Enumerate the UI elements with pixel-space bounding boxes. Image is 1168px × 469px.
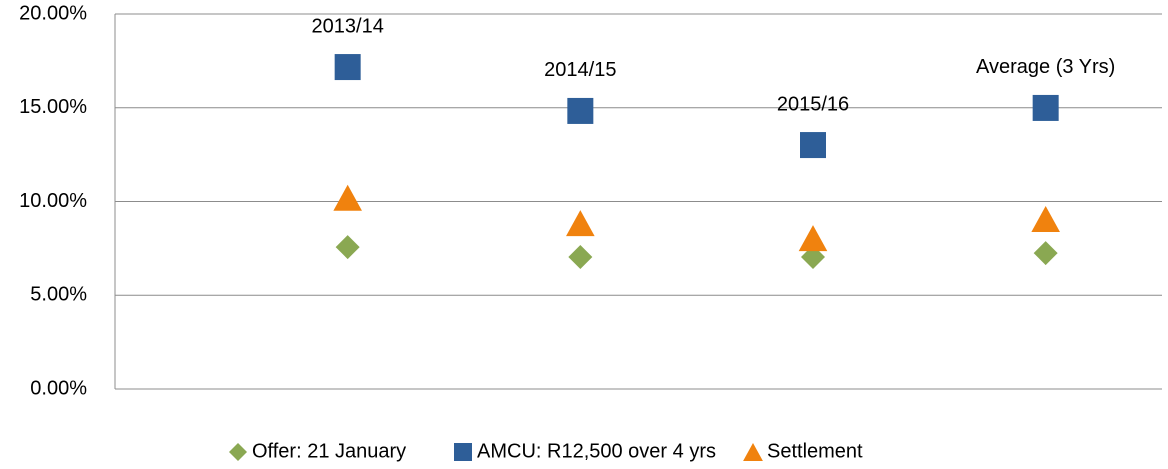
category-label: Average (3 Yrs) (976, 56, 1115, 78)
square-marker (800, 132, 826, 159)
triangle-marker (566, 210, 595, 237)
y-tick-label: 20.00% (19, 2, 87, 24)
category-label: 2013/14 (312, 15, 384, 37)
triangle-marker (333, 184, 362, 211)
legend-marker (454, 443, 472, 461)
legend-label: Offer: 21 January (252, 440, 406, 462)
triangle-marker (798, 225, 828, 252)
y-tick-label: 0.00% (30, 377, 87, 399)
legend-marker (229, 443, 247, 461)
square-marker (1032, 94, 1059, 121)
triangle-marker (1031, 205, 1060, 232)
diamond-marker (335, 235, 360, 260)
y-tick-label: 5.00% (30, 284, 87, 306)
legend-marker (743, 443, 763, 461)
legend-label: Settlement (767, 440, 863, 462)
y-tick-label: 10.00% (19, 190, 87, 212)
diamond-marker (1033, 241, 1058, 266)
diamond-marker (568, 245, 593, 269)
legend-label: AMCU: R12,500 over 4 yrs (477, 440, 716, 462)
category-label: 2015/16 (777, 93, 849, 115)
y-tick-label: 15.00% (19, 96, 87, 118)
square-marker (334, 54, 361, 81)
category-label: 2014/15 (544, 59, 616, 81)
square-marker (567, 97, 594, 124)
